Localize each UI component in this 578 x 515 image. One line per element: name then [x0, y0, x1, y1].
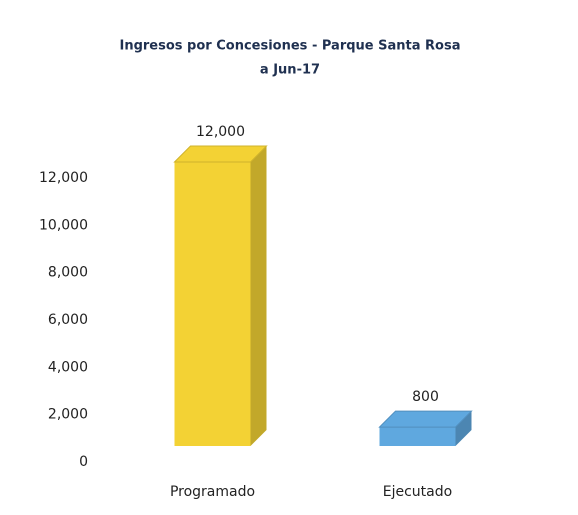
y-tick-label: 0	[79, 454, 88, 470]
y-tick-label: 8,000	[48, 265, 88, 281]
bar-front	[379, 427, 456, 446]
chart-title: Ingresos por Concesiones - Parque Santa …	[120, 39, 461, 54]
value-label: 12,000	[196, 124, 245, 140]
chart-subtitle: a Jun-17	[260, 63, 320, 78]
bar-side	[455, 411, 472, 446]
bar-side	[250, 146, 267, 446]
y-tick-label: 6,000	[48, 312, 88, 328]
x-tick-label: Programado	[170, 484, 255, 500]
bar-top	[173, 145, 268, 163]
y-tick-label: 4,000	[48, 359, 88, 375]
bar-front	[174, 162, 251, 446]
bar	[173, 145, 268, 446]
y-tick-label: 2,000	[48, 407, 88, 423]
y-tick-label: 10,000	[39, 217, 88, 233]
x-tick-label: Ejecutado	[383, 484, 452, 500]
bar	[378, 410, 473, 446]
y-tick-label: 12,000	[39, 170, 88, 186]
value-label: 800	[412, 389, 439, 405]
bar-top	[378, 410, 473, 428]
